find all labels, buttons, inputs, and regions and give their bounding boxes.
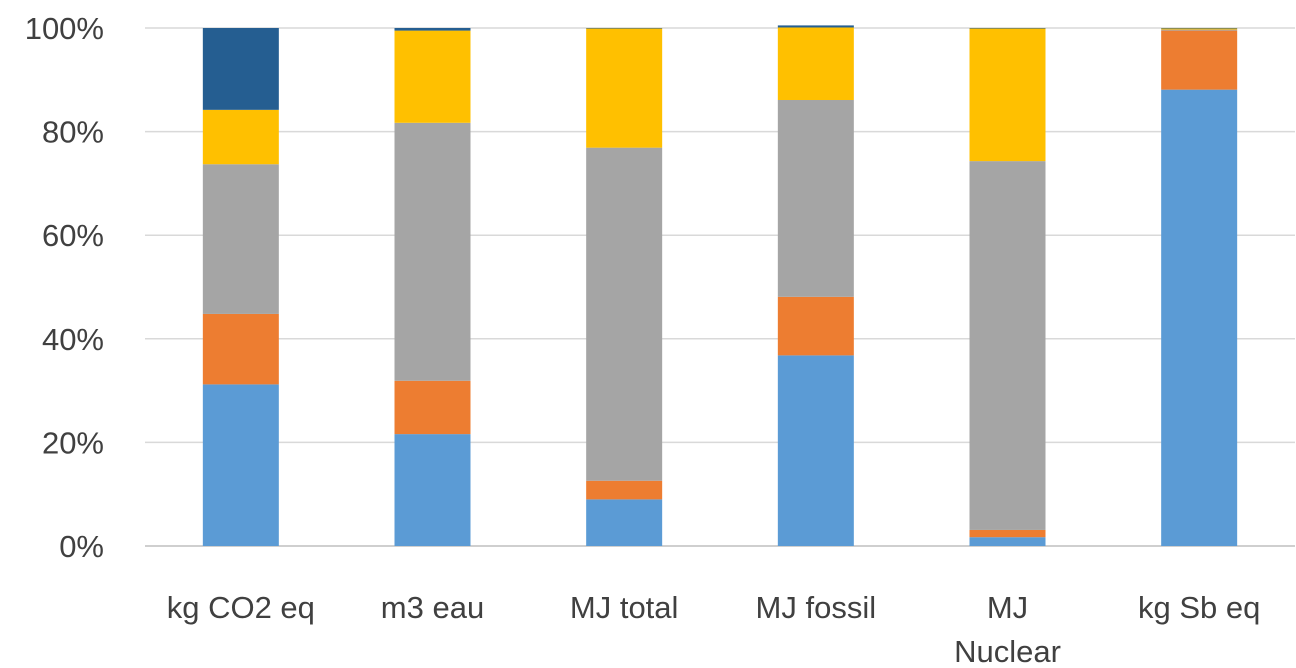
bar-segment xyxy=(394,30,471,123)
bar-stack xyxy=(969,28,1046,546)
x-tick-label: MJ fossil xyxy=(756,590,877,625)
bar-segment xyxy=(969,161,1046,530)
bar-segment xyxy=(202,109,279,165)
x-tick-label-line: MJ fossil xyxy=(756,590,877,625)
x-axis-ticks: kg CO2 eq m3 eau MJ total MJ fossil MJ Nuclea… xyxy=(167,590,1261,668)
bar-segment xyxy=(394,28,471,31)
bar-segment xyxy=(969,28,1046,162)
bar-segment xyxy=(586,499,663,546)
bar-segment xyxy=(969,529,1046,538)
bar-segment xyxy=(202,384,279,546)
bar-segment xyxy=(1161,30,1238,90)
y-tick-label: 80% xyxy=(42,115,104,150)
bar-segment xyxy=(777,25,854,28)
x-tick-label: m3 eau xyxy=(381,590,484,625)
x-tick-label-line: m3 eau xyxy=(381,590,484,625)
bar-segment xyxy=(969,537,1046,546)
bar-segment xyxy=(969,28,1046,29)
bar-segment xyxy=(394,434,471,546)
x-tick-label-line: MJ total xyxy=(570,590,679,625)
x-tick-label: kg CO2 eq xyxy=(167,590,315,625)
bar-stack xyxy=(394,28,471,546)
bar-stack xyxy=(777,25,854,546)
bars xyxy=(202,25,1238,546)
bar-segment xyxy=(1161,28,1238,29)
bar-segment xyxy=(777,296,854,356)
x-tick-label-line: kg Sb eq xyxy=(1138,590,1260,625)
gridlines xyxy=(145,27,1295,547)
bar-segment xyxy=(1161,28,1238,30)
bar-segment xyxy=(1161,89,1238,546)
bar-segment xyxy=(586,480,663,500)
bar-segment xyxy=(1161,29,1238,31)
bar-segment xyxy=(394,380,471,435)
x-tick-label-line: Nuclear xyxy=(954,634,1061,668)
x-tick-label-line: MJ xyxy=(987,590,1028,625)
y-tick-label: 20% xyxy=(42,425,104,460)
y-tick-label: 40% xyxy=(42,322,104,357)
y-axis-ticks: 0% 20% 40% 60% 80% 100% xyxy=(25,11,104,564)
bar-stack xyxy=(202,28,279,546)
x-tick-label: kg Sb eq xyxy=(1138,590,1260,625)
bar-segment xyxy=(586,28,663,148)
bar-segment xyxy=(202,28,279,110)
bar-segment xyxy=(202,313,279,385)
x-tick-label: MJ total xyxy=(570,590,679,625)
y-tick-label: 0% xyxy=(59,529,104,564)
bar-segment xyxy=(202,164,279,314)
bar-segment xyxy=(586,28,663,29)
bar-segment xyxy=(777,100,854,297)
x-tick-label-line: kg CO2 eq xyxy=(167,590,315,625)
y-tick-label: 60% xyxy=(42,218,104,253)
bar-stack xyxy=(586,28,663,546)
bar-segment xyxy=(586,147,663,481)
x-tick-label: MJ Nuclear xyxy=(954,590,1061,668)
bar-segment xyxy=(777,27,854,101)
bar-segment xyxy=(777,355,854,546)
bar-stack xyxy=(1161,28,1238,546)
bar-segment xyxy=(394,122,471,381)
y-tick-label: 100% xyxy=(25,11,104,46)
